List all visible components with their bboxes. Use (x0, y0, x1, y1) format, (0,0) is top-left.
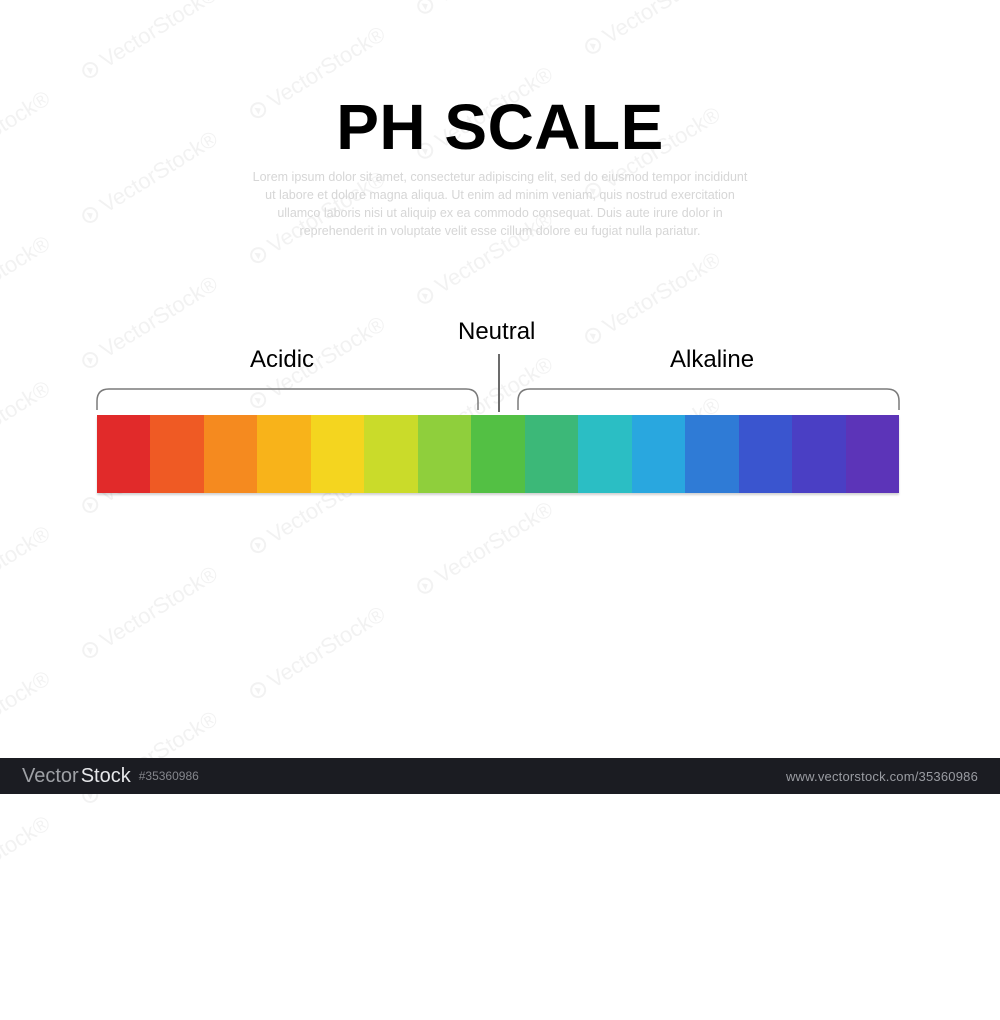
ph-segment-2 (204, 415, 257, 493)
ph-segment-9 (578, 415, 631, 493)
footer-image-id: #35360986 (139, 769, 199, 783)
label-alkaline: Alkaline (670, 346, 754, 374)
footer-brand-stock: Stock (81, 765, 131, 788)
footer-url: www.vectorstock.com/35360986 (786, 769, 978, 784)
ph-segment-6 (418, 415, 471, 493)
subtitle-text: Lorem ipsum dolor sit amet, consectetur … (180, 168, 820, 241)
ph-segment-1 (150, 415, 203, 493)
ph-segment-7 (471, 415, 524, 493)
ph-segment-12 (739, 415, 792, 493)
infographic-canvas: VectorStock®VectorStock®VectorStock®Vect… (0, 0, 1000, 794)
page-title: PH SCALE (0, 90, 1000, 164)
label-neutral: Neutral (458, 318, 535, 346)
ph-segment-10 (632, 415, 685, 493)
ph-segment-14 (846, 415, 899, 493)
ph-color-scale (97, 415, 899, 493)
ph-segment-4 (311, 415, 364, 493)
ph-segment-8 (525, 415, 578, 493)
ph-segment-11 (685, 415, 738, 493)
footer-left: Vector Stock #35360986 (22, 765, 199, 788)
ph-segment-3 (257, 415, 310, 493)
footer-bar: Vector Stock #35360986 www.vectorstock.c… (0, 758, 1000, 794)
range-brackets (0, 388, 1000, 412)
label-acidic: Acidic (250, 346, 314, 374)
ph-segment-5 (364, 415, 417, 493)
ph-segment-13 (792, 415, 845, 493)
footer-brand-vector: Vector (22, 765, 79, 788)
ph-segment-0 (97, 415, 150, 493)
